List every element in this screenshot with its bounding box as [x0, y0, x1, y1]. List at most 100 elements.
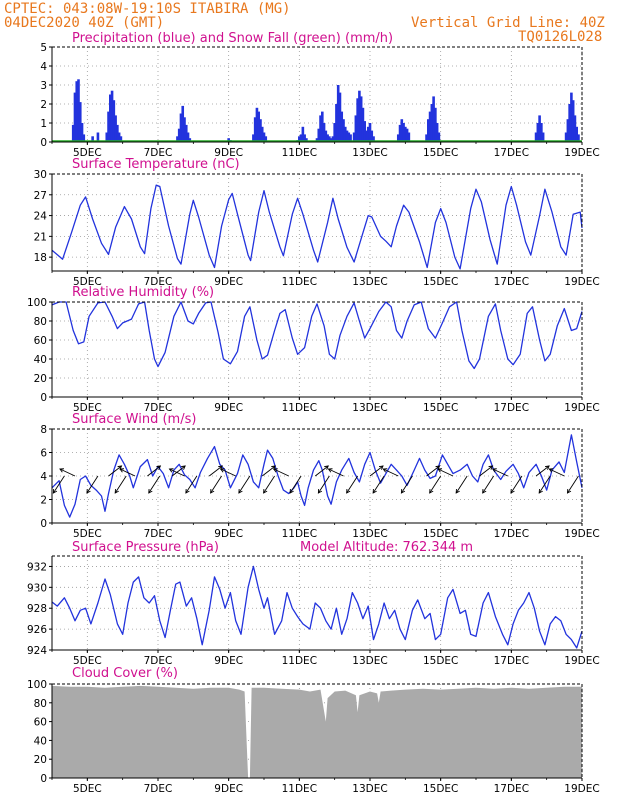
cloud-xtick-label: 9DEC	[214, 783, 243, 795]
pres-xtick-label: 17DEC	[494, 655, 529, 667]
precip-xtick-label: 19DEC	[564, 147, 599, 159]
precip-xtick-label: 15DEC	[423, 147, 458, 159]
precip-bar	[105, 132, 109, 142]
wind-arrow-head	[263, 488, 268, 494]
precip-bar	[184, 124, 188, 142]
precip-bar	[73, 92, 77, 142]
precip-bar	[356, 98, 359, 142]
precip-bar	[179, 113, 183, 142]
cloud-ytick-label: 80	[34, 698, 47, 710]
precip-bar	[299, 134, 303, 142]
precip-bar	[361, 107, 365, 142]
precip-bar	[257, 111, 260, 142]
precip-bar	[259, 119, 262, 142]
wind-arrow-head	[538, 488, 543, 494]
precip-bar	[176, 136, 179, 142]
precip-bar	[430, 104, 434, 142]
rh-xtick-label: 7DEC	[144, 402, 173, 414]
wind-arrow-head	[382, 468, 388, 473]
precip-ytick-label: 2	[40, 99, 47, 111]
precip-bar	[110, 90, 114, 142]
precip-ytick-label: 1	[40, 118, 47, 130]
precip-bar	[319, 115, 322, 142]
wind-arrow	[185, 475, 198, 494]
precip-ytick-label: 5	[40, 42, 47, 54]
wind-ytick-label: 6	[40, 448, 47, 460]
precip-bar	[298, 136, 301, 142]
wind-arrow	[263, 475, 275, 494]
precip-bar	[428, 111, 432, 142]
precip-bar	[398, 124, 402, 142]
cloud-ytick-label: 0	[40, 773, 47, 785]
precip-bar	[402, 123, 405, 142]
precip-bar	[96, 132, 100, 142]
wind-arrow	[59, 468, 76, 477]
rh-xtick-label: 17DEC	[494, 402, 529, 414]
precip-xtick-label: 9DEC	[214, 147, 243, 159]
precip-bar	[305, 138, 308, 142]
wind-arrow	[369, 465, 384, 477]
precip-bar	[262, 132, 266, 142]
wind-arrow	[210, 475, 222, 494]
cloud-xtick-label: 7DEC	[144, 783, 173, 795]
precip-bar	[407, 132, 411, 142]
rh-ytick-label: 20	[34, 373, 47, 385]
wind-arrow	[346, 475, 359, 494]
wind-xtick-label: 17DEC	[494, 528, 529, 540]
rh-title: Relative Humidity (%)	[72, 285, 214, 300]
precip-bar	[322, 123, 326, 142]
wind-xtick-label: 9DEC	[214, 528, 243, 540]
wind-arrow	[535, 465, 550, 477]
wind-arrow-head	[378, 465, 384, 470]
wind-arrow	[510, 475, 523, 494]
rh-xtick-label: 11DEC	[282, 402, 317, 414]
wind-xtick-label: 7DEC	[144, 528, 173, 540]
pres-xtick-label: 15DEC	[423, 655, 458, 667]
temp-ytick-label: 21	[34, 231, 47, 243]
precip-bar	[343, 126, 347, 142]
wind-arrow-head	[185, 488, 190, 494]
precip-bar	[432, 96, 435, 142]
pres-ytick-label: 926	[27, 624, 47, 636]
cloud-area	[52, 685, 582, 778]
rh-ytick-label: 100	[27, 297, 47, 309]
precip-bar	[359, 96, 363, 142]
wind-arrow-head	[86, 488, 91, 494]
wind-arrow	[220, 468, 236, 477]
cloud-xtick-label: 17DEC	[494, 783, 529, 795]
wind-arrow-head	[117, 465, 123, 470]
wind-arrow-head	[218, 465, 223, 470]
precip-bar	[577, 134, 580, 142]
rh-ytick-label: 0	[40, 392, 47, 404]
precip-bar	[564, 132, 568, 142]
temp-xtick-label: 9DEC	[214, 276, 243, 288]
precip-bar	[119, 136, 123, 142]
wind-arrow	[317, 475, 330, 494]
wind-arrow-head	[545, 465, 550, 470]
precip-bar	[75, 81, 79, 142]
precip-bar	[372, 136, 375, 142]
precip-bar	[116, 124, 119, 142]
precip-bar	[91, 136, 94, 142]
wind-arrow-head	[346, 488, 351, 494]
pres-title: Surface Pressure (hPa)	[72, 540, 219, 555]
precip-bar	[333, 123, 336, 142]
precip-bar	[181, 105, 185, 142]
temp-xtick-label: 7DEC	[144, 276, 173, 288]
wind-arrow-head	[429, 488, 434, 494]
temp-ytick-label: 27	[34, 190, 47, 202]
wind-arrow	[119, 468, 136, 477]
pres-xtick-label: 13DEC	[352, 655, 387, 667]
precip-bar	[188, 138, 192, 142]
wind-xtick-label: 11DEC	[282, 528, 317, 540]
wind-arrow	[401, 475, 413, 494]
precip-bar	[336, 85, 340, 142]
run-header: 04DEC2020 40Z (GMT)	[4, 15, 165, 31]
cloud-title: Cloud Cover (%)	[72, 666, 178, 681]
wind-arrow-head	[168, 468, 174, 473]
wind-arrow-head	[566, 488, 572, 494]
wind-arrow-head	[455, 488, 460, 494]
cloud-ytick-label: 100	[27, 679, 47, 691]
